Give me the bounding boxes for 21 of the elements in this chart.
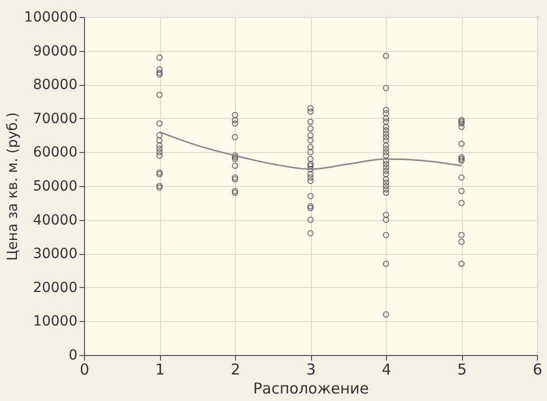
x-tick-label: 3 (306, 360, 316, 378)
y-tick-label: 60000 (32, 144, 78, 161)
x-tick-label: 5 (457, 360, 467, 378)
y-tick-label: 70000 (32, 110, 78, 127)
x-tick-label: 6 (532, 360, 542, 378)
x-tick-label: 2 (230, 360, 240, 378)
x-tick-label: 0 (80, 360, 90, 378)
y-tick-label: 10000 (32, 314, 78, 330)
y-tick-label: 20000 (32, 280, 78, 296)
y-tick-label: 40000 (32, 212, 78, 228)
y-tick-label: 30000 (32, 246, 78, 262)
y-tick-label: 80000 (32, 77, 78, 94)
y-tick-label: 90000 (32, 43, 78, 60)
line-series (158, 131, 462, 170)
y-axis-title: Цена за кв. м. (руб.) (5, 112, 22, 261)
x-tick-label: 4 (382, 360, 392, 378)
y-tick-label: 50000 (32, 178, 78, 194)
y-tick-label: 100000 (24, 10, 78, 26)
y-tick-label: 0 (68, 348, 78, 364)
x-tick-label: 1 (155, 360, 165, 378)
x-axis-title: Расположение (253, 380, 369, 398)
